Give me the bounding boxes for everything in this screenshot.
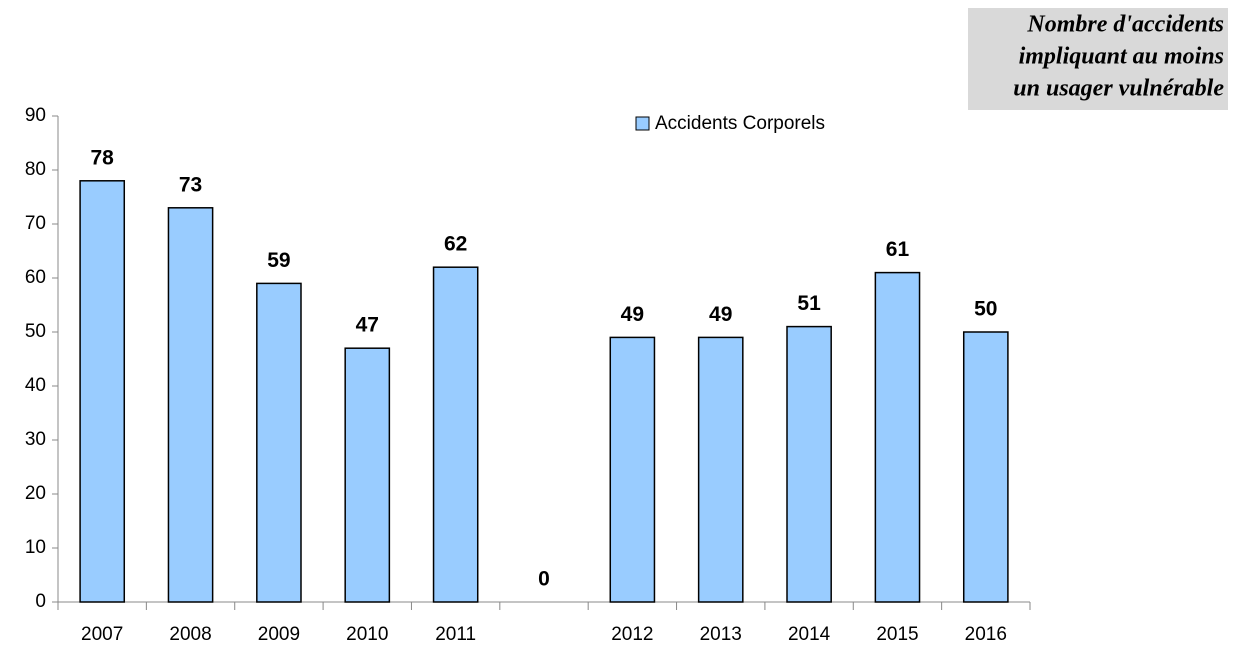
x-tick-label: 2010 <box>346 624 388 645</box>
y-tick-label: 10 <box>25 537 46 558</box>
value-label: 51 <box>797 292 821 315</box>
y-tick-label: 40 <box>25 375 46 396</box>
title-box <box>968 8 1228 110</box>
bar <box>786 325 832 603</box>
chart-title: Nombre d'accidents <box>1026 12 1224 38</box>
y-tick-label: 60 <box>25 267 46 288</box>
x-tick-label: 2007 <box>81 624 123 645</box>
value-label: 73 <box>179 173 202 196</box>
value-label: 59 <box>267 249 290 272</box>
value-label: 62 <box>444 233 467 256</box>
chart-title: un usager vulnérable <box>1013 76 1224 102</box>
x-tick-label: 2011 <box>435 624 476 645</box>
y-tick-label: 0 <box>35 591 46 612</box>
x-tick-label: 2008 <box>169 624 211 645</box>
x-tick-label: 2014 <box>788 624 831 645</box>
legend-swatch <box>635 116 650 131</box>
y-tick-label: 80 <box>25 159 46 180</box>
bar <box>874 271 921 603</box>
x-tick-label: 2009 <box>258 624 300 645</box>
value-label: 47 <box>356 314 379 337</box>
value-label: 61 <box>886 238 910 261</box>
bar <box>167 207 214 603</box>
legend-label: Accidents Corporels <box>655 113 825 134</box>
x-tick-label: 2013 <box>700 624 742 645</box>
y-tick-label: 90 <box>25 105 46 126</box>
x-tick-label: 2015 <box>876 624 918 645</box>
chart-title: impliquant au moins <box>1019 44 1224 70</box>
bar <box>79 180 126 603</box>
y-tick-label: 20 <box>25 483 46 504</box>
bar <box>432 266 479 603</box>
value-label: 78 <box>91 146 115 169</box>
x-tick-label: 2012 <box>611 624 653 645</box>
y-tick-label: 30 <box>25 429 46 450</box>
value-label: 0 <box>538 568 550 591</box>
x-tick-label: 2016 <box>965 624 1007 645</box>
value-label: 49 <box>709 303 732 326</box>
y-tick-label: 70 <box>25 213 46 234</box>
value-label: 49 <box>621 303 644 326</box>
y-tick-label: 50 <box>25 321 46 342</box>
bar <box>962 331 1009 603</box>
bar <box>609 336 656 603</box>
bar <box>344 347 391 603</box>
value-label: 50 <box>974 298 997 321</box>
bar <box>697 336 744 603</box>
bar <box>256 282 302 603</box>
